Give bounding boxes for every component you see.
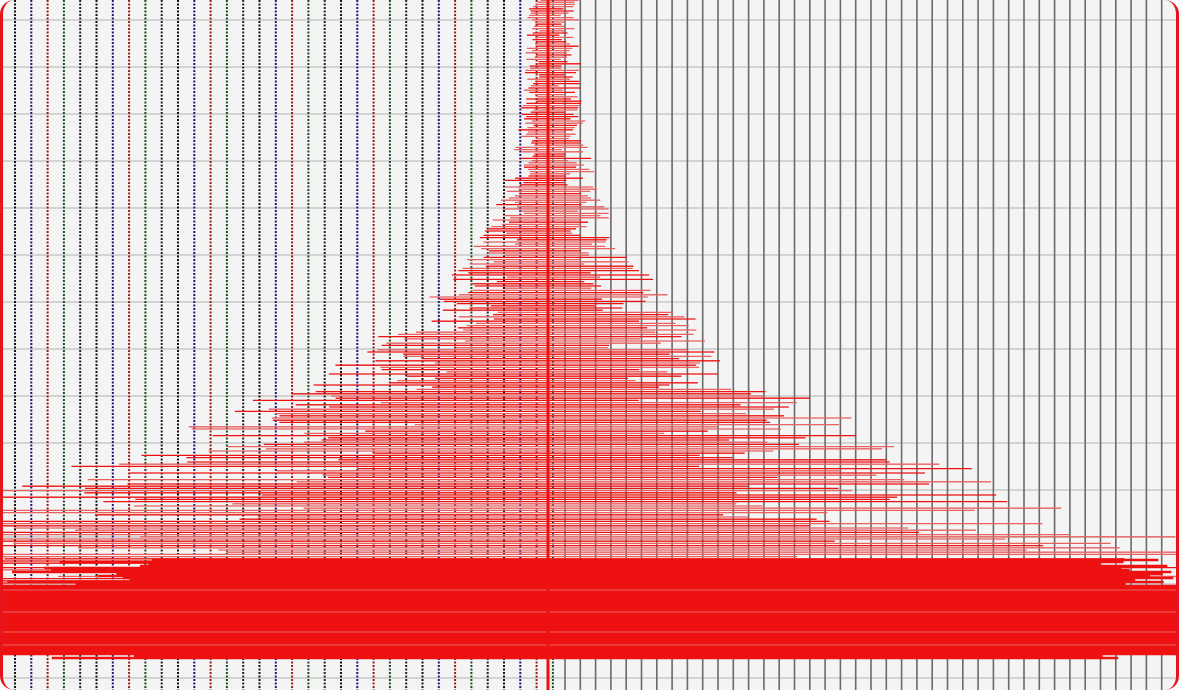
seismograph-graphic xyxy=(3,0,1176,690)
